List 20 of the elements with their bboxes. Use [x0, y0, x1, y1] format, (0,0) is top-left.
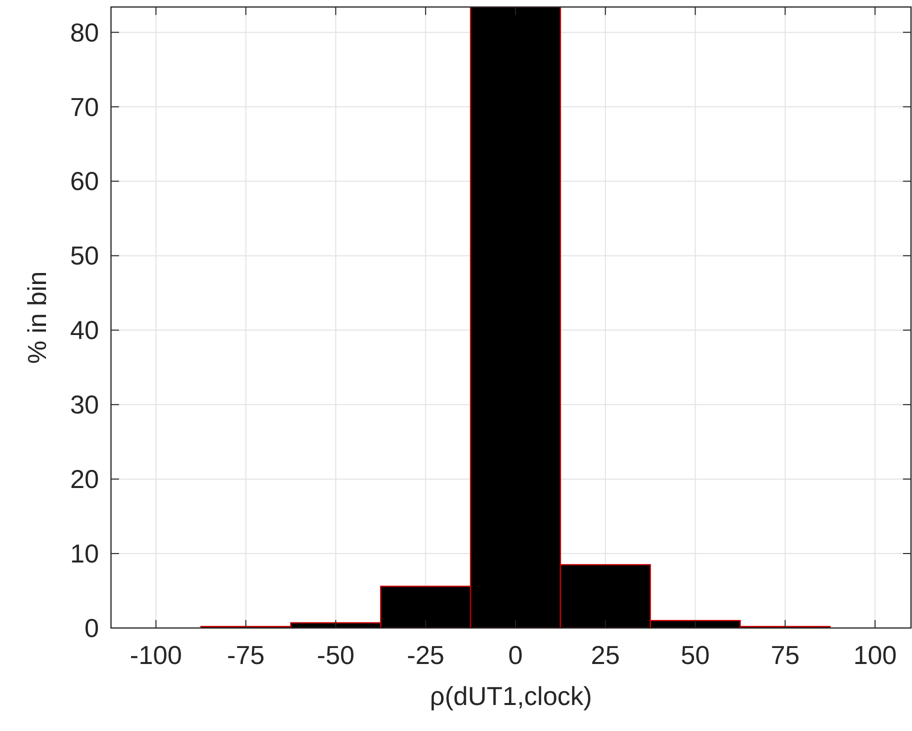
y-tick-label: 80 — [70, 17, 99, 48]
y-tick-label: 50 — [70, 240, 99, 271]
x-tick-label: -75 — [227, 640, 265, 670]
y-tick-label: 70 — [70, 92, 99, 122]
x-axis-title: ρ(dUT1,clock) — [430, 681, 592, 711]
x-tick-label: 0 — [508, 640, 523, 670]
x-tick-label: 75 — [770, 640, 800, 670]
x-tick-label: 25 — [590, 640, 620, 670]
x-tick-label: 100 — [853, 640, 897, 670]
x-tick-label: -50 — [316, 640, 355, 670]
y-tick-label: 20 — [70, 464, 99, 494]
y-axis-title: % in bin — [22, 271, 52, 364]
y-tick-label: 10 — [70, 538, 99, 569]
y-tick-label: 0 — [84, 613, 99, 643]
x-tick-label: 50 — [680, 640, 710, 670]
y-tick-label: 60 — [70, 166, 99, 196]
x-tick-label: -100 — [130, 640, 182, 670]
x-tick-label: -25 — [406, 640, 444, 670]
y-tick-label: 40 — [70, 315, 99, 346]
y-tick-label: 30 — [70, 390, 99, 420]
